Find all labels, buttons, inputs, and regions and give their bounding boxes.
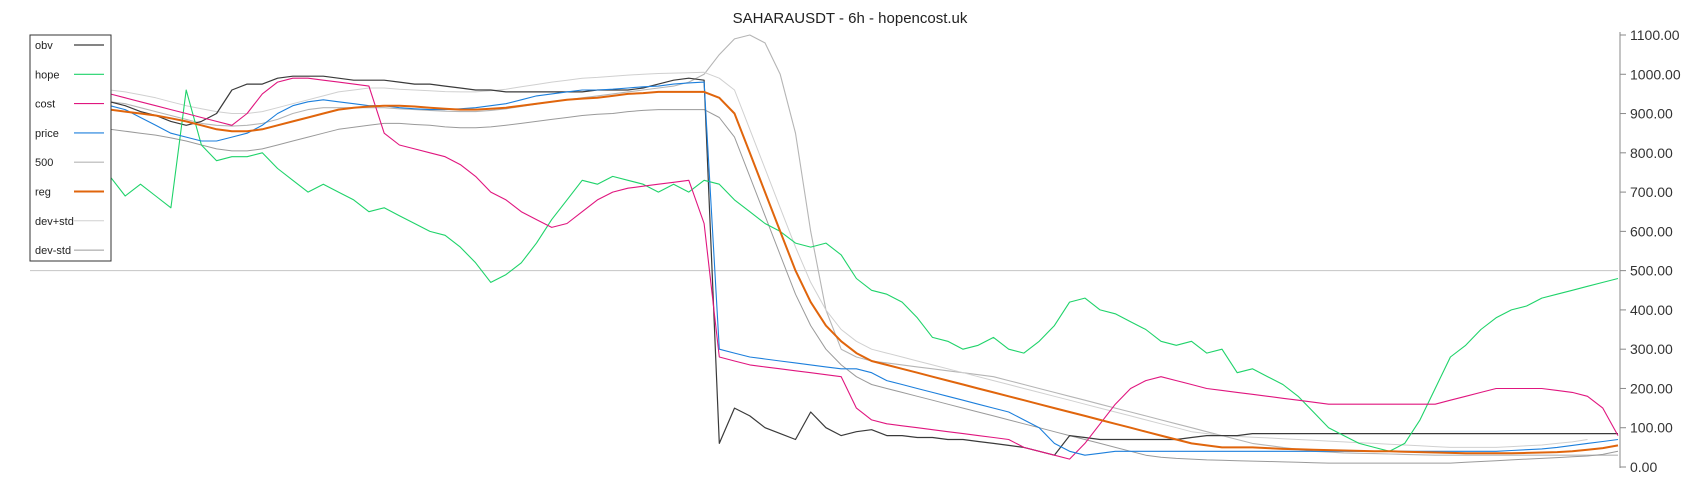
y-tick-label: 600.00 xyxy=(1630,223,1673,239)
legend-label-reg: reg xyxy=(35,187,51,199)
legend-label-dev-std: dev+std xyxy=(35,216,74,228)
series-line-reg xyxy=(109,90,1619,455)
y-tick-label: 500.00 xyxy=(1630,263,1673,279)
series-line-500 xyxy=(109,34,1618,456)
legend-label-hope: hope xyxy=(35,69,59,81)
legend-label-dev-std: dev-std xyxy=(35,245,71,257)
series-line-dev-std xyxy=(109,109,1619,464)
y-tick-label: 100.00 xyxy=(1630,420,1673,436)
y-tick-label: 0.00 xyxy=(1630,459,1657,475)
legend-label-cost: cost xyxy=(35,99,55,111)
series-line-price xyxy=(109,81,1619,456)
chart-title: SAHARAUSDT - 6h - hopencost.uk xyxy=(732,10,968,27)
y-tick-label: 400.00 xyxy=(1630,302,1673,318)
y-tick-label: 1000.00 xyxy=(1630,66,1681,82)
series-layer xyxy=(109,34,1619,464)
legend-box xyxy=(29,34,112,262)
series-line-hope xyxy=(109,89,1619,452)
y-tick-label: 900.00 xyxy=(1630,106,1673,122)
y-tick-label: 800.00 xyxy=(1630,145,1673,161)
legend: obv hope cost price 500 reg dev+std dev-std xyxy=(29,34,112,262)
y-tick-label: 1100.00 xyxy=(1630,27,1680,43)
series-line-cost xyxy=(109,77,1619,460)
legend-label-price: price xyxy=(35,128,59,140)
y-tick-label: 300.00 xyxy=(1630,341,1673,357)
y-axis: 0.00 100.00 200.00 300.00 400.00 500.00 600.00… xyxy=(1619,27,1681,475)
y-tick-label: 200.00 xyxy=(1630,380,1673,396)
legend-label-obv: obv xyxy=(35,40,53,52)
legend-label-500: 500 xyxy=(35,157,53,169)
series-line-obv xyxy=(109,75,1618,456)
series-line-dev-std xyxy=(109,71,1588,448)
y-tick-label: 700.00 xyxy=(1630,184,1673,200)
